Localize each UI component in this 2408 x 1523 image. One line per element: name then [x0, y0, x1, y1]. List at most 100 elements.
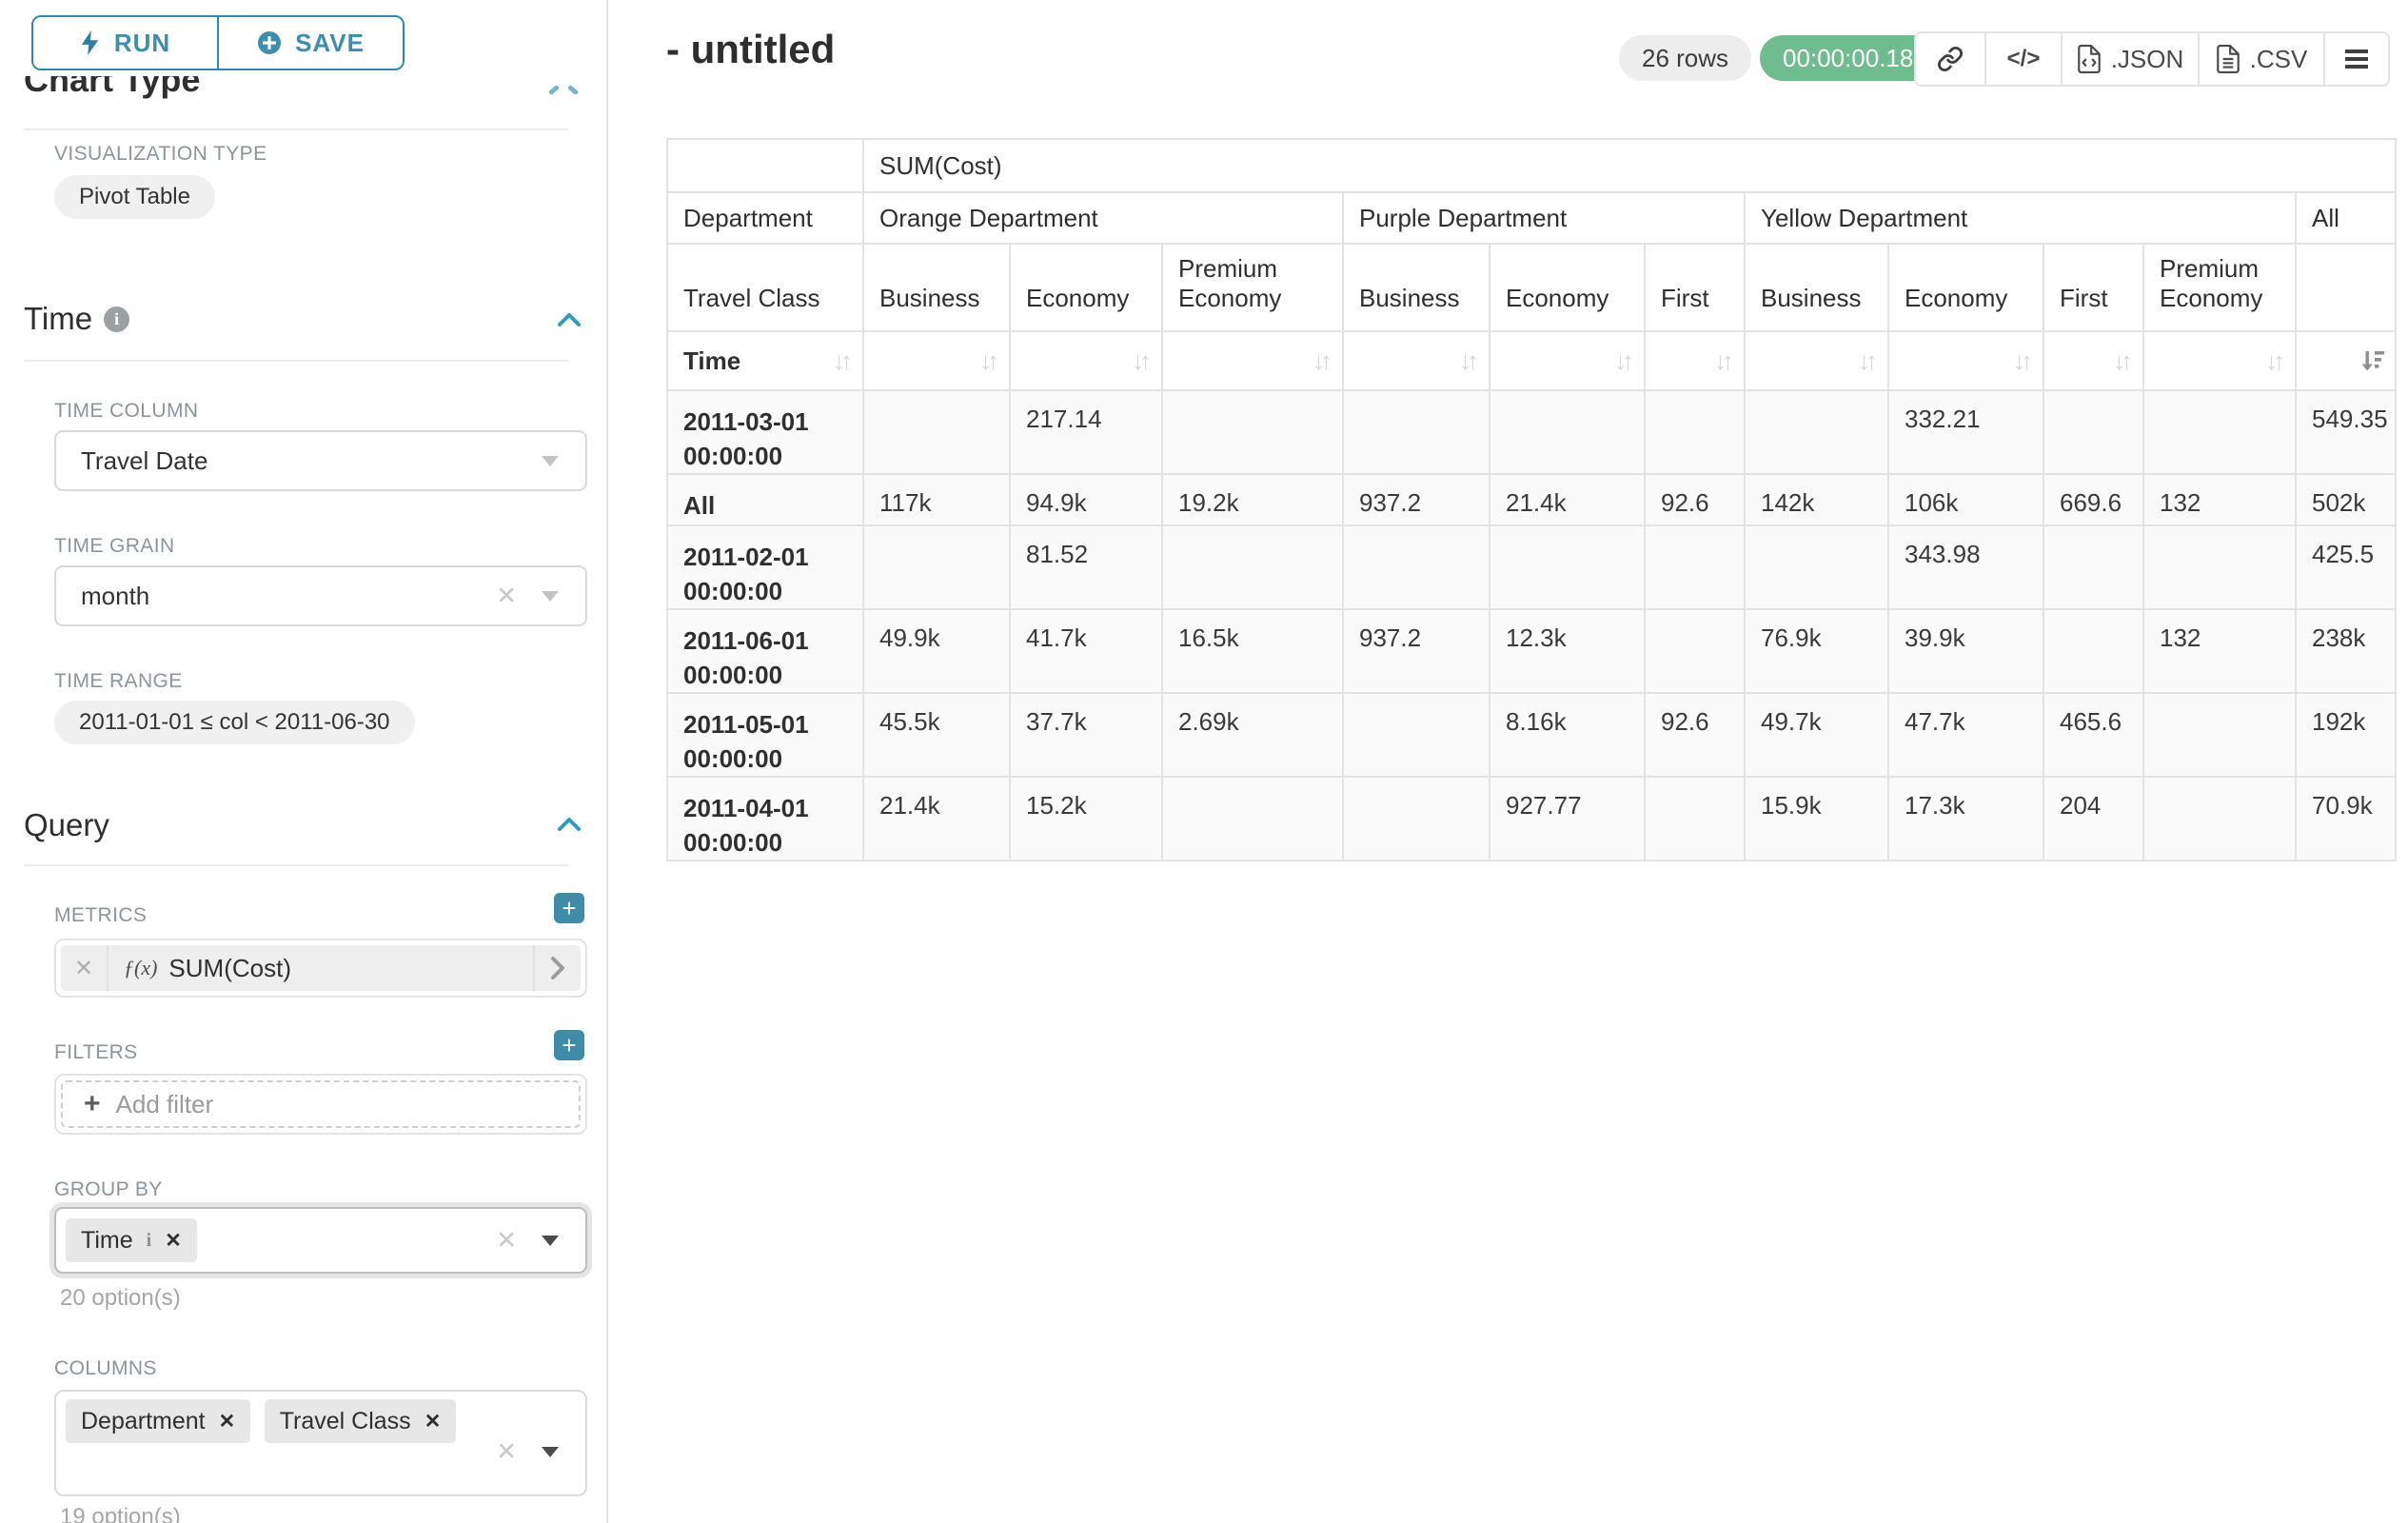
lightning-icon: [81, 30, 99, 55]
sort-icon[interactable]: ↓↑: [1858, 346, 1878, 375]
columns-tag-travel-class: Travel Class ✕: [264, 1399, 457, 1443]
cell: 332.21: [1887, 389, 2044, 475]
sort-icon[interactable]: ↓↑: [1459, 346, 1479, 375]
dropdown-caret-icon: [542, 1446, 559, 1457]
sort-icon[interactable]: ↓↑: [979, 346, 999, 375]
time-range-pill[interactable]: 2011-01-01 ≤ col < 2011-06-30: [54, 701, 415, 744]
clear-icon[interactable]: ✕: [496, 1436, 517, 1466]
remove-tag-icon[interactable]: ✕: [424, 1410, 442, 1433]
travel-class-dim-label: Travel Class: [666, 243, 864, 332]
cell: 21.4k: [1489, 473, 1646, 526]
remove-tag-icon[interactable]: ✕: [165, 1229, 182, 1252]
cell: 106k: [1887, 473, 2044, 526]
sort-icon[interactable]: ↓↑: [2265, 346, 2285, 375]
save-button-label: SAVE: [295, 28, 365, 57]
viz-type-label: VISUALIZATION TYPE: [54, 143, 267, 165]
table-row: 2011-05-01 00:00:00 45.5k 37.7k 2.69k 8.…: [666, 692, 2398, 778]
col-header: Economy: [1887, 243, 2044, 332]
sort-icon[interactable]: ↓↑: [2113, 346, 2133, 375]
time-grain-select[interactable]: month ✕: [54, 565, 587, 626]
sort-icon[interactable]: ↓↑: [833, 346, 853, 375]
sort-icon[interactable]: ↓↑: [1313, 346, 1332, 375]
cell: 343.98: [1887, 524, 2044, 610]
sort-descending-icon[interactable]: [2360, 348, 2385, 373]
columns-tag-department: Department ✕: [66, 1399, 251, 1443]
col-header: Economy: [1009, 243, 1163, 332]
tag-label: Time: [81, 1226, 133, 1254]
time-section-header[interactable]: Time i: [24, 301, 130, 337]
sort-cell: ↓↑: [2043, 330, 2144, 391]
remove-tag-icon[interactable]: ✕: [218, 1410, 236, 1433]
run-button-label: RUN: [113, 28, 171, 57]
sort-cell-active: [2294, 330, 2398, 391]
cell: [1744, 524, 1889, 610]
cell: 19.2k: [1161, 473, 1344, 526]
metric-name-area[interactable]: ƒ(x) SUM(Cost): [109, 945, 533, 991]
run-button[interactable]: RUN: [33, 17, 217, 69]
cell: 117k: [862, 473, 1011, 526]
table-row: 2011-04-01 00:00:00 21.4k 15.2k 927.77 1…: [666, 776, 2398, 861]
metric-pill[interactable]: ✕ ƒ(x) SUM(Cost): [61, 945, 581, 991]
group-by-tag-time: Time i ✕: [66, 1218, 197, 1262]
cell: 549.35: [2294, 389, 2398, 475]
row-label: All: [666, 473, 864, 526]
cell: [862, 389, 1011, 475]
table-row: 2011-02-01 00:00:00 81.52 343.98 425.5: [666, 524, 2398, 610]
sort-icon[interactable]: ↓↑: [1132, 346, 1152, 375]
time-dim-label: Time: [683, 346, 741, 375]
cell: [1644, 608, 1746, 694]
add-filter-button[interactable]: + Add filter: [61, 1080, 581, 1128]
cell: 12.3k: [1489, 608, 1646, 694]
row-label: 2011-04-01 00:00:00: [666, 776, 864, 861]
pivot-table-container: SUM(Cost) Department Orange Department P…: [666, 138, 2398, 861]
filters-label: FILTERS: [54, 1041, 138, 1063]
save-button[interactable]: SAVE: [219, 17, 403, 69]
add-metric-button[interactable]: +: [554, 893, 584, 923]
sort-row: Time ↓↑ ↓↑ ↓↑ ↓↑ ↓↑ ↓↑ ↓↑ ↓↑ ↓↑ ↓↑ ↓↑: [666, 330, 2398, 391]
time-column-select[interactable]: Travel Date: [54, 430, 587, 491]
more-options-button[interactable]: [2325, 33, 2388, 85]
file-text-icon: [2216, 45, 2240, 73]
sort-cell: ↓↑: [1887, 330, 2044, 391]
view-query-button[interactable]: </>: [1986, 33, 2061, 85]
section-divider: [24, 129, 568, 130]
sort-icon[interactable]: ↓↑: [2013, 346, 2033, 375]
add-filter-label: Add filter: [115, 1089, 214, 1118]
chevron-up-icon: [566, 84, 580, 96]
group-by-select[interactable]: Time i ✕ ✕: [54, 1207, 587, 1274]
cell: [1644, 389, 1746, 475]
viz-type-pill[interactable]: Pivot Table: [54, 175, 215, 219]
clear-icon[interactable]: ✕: [496, 1225, 517, 1255]
export-csv-button[interactable]: .CSV: [2200, 33, 2323, 85]
sort-icon[interactable]: ↓↑: [1714, 346, 1734, 375]
col-group-yellow: Yellow Department: [1744, 191, 2297, 245]
department-header-row: Department Orange Department Purple Depa…: [666, 191, 2398, 245]
remove-metric-icon[interactable]: ✕: [61, 945, 109, 991]
columns-select[interactable]: Department ✕ Travel Class ✕ ✕: [54, 1390, 587, 1496]
query-section-header[interactable]: Query: [24, 807, 109, 843]
divider: [2061, 33, 2063, 85]
copy-link-button[interactable]: [1916, 33, 1984, 85]
row-label: 2011-03-01 00:00:00: [666, 389, 864, 475]
metric-expand-button[interactable]: [533, 945, 581, 991]
cell: 16.5k: [1161, 608, 1344, 694]
metrics-label: METRICS: [54, 904, 148, 926]
cell: [2142, 692, 2297, 778]
export-json-button[interactable]: .JSON: [2063, 33, 2198, 85]
cell: 45.5k: [862, 692, 1011, 778]
col-header: Premium Economy: [1161, 243, 1344, 332]
clear-icon[interactable]: ✕: [496, 581, 517, 610]
cell: [1489, 389, 1646, 475]
cell: 465.6: [2043, 692, 2144, 778]
columns-label: COLUMNS: [54, 1357, 157, 1379]
cell: 192k: [2294, 692, 2398, 778]
function-icon: ƒ(x): [124, 956, 158, 979]
time-column-label: TIME COLUMN: [54, 400, 199, 422]
collapse-chevron-up-icon[interactable]: [557, 312, 582, 327]
chart-title[interactable]: - untitled: [666, 27, 836, 71]
add-filter-plus-button[interactable]: +: [554, 1030, 584, 1060]
sort-icon[interactable]: ↓↑: [1614, 346, 1634, 375]
collapse-chevron-up-icon[interactable]: [557, 817, 582, 832]
csv-button-label: .CSV: [2249, 44, 2308, 73]
file-code-icon: [2077, 45, 2101, 73]
